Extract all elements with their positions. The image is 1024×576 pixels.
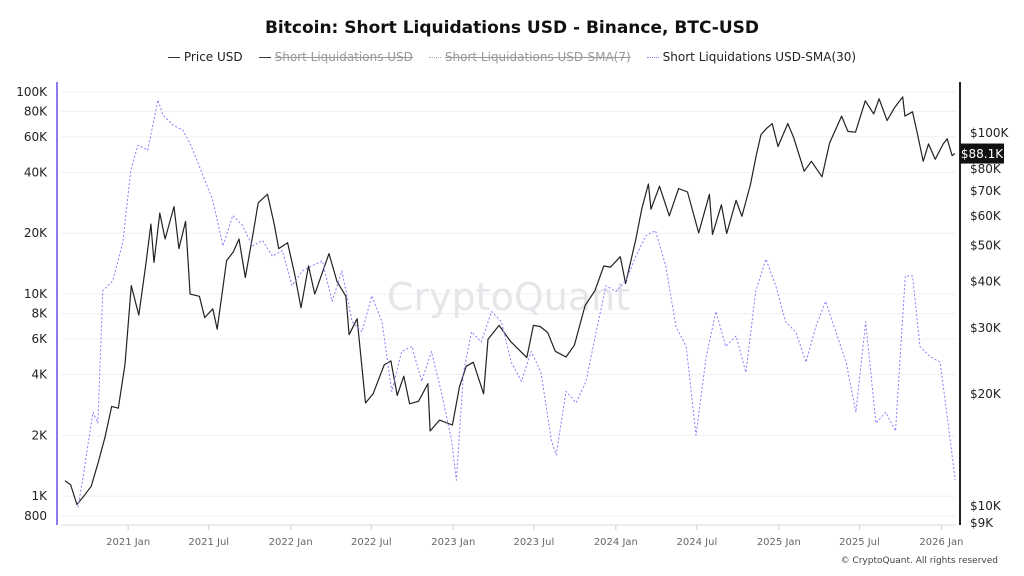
x-tick-label: 2024 Jul xyxy=(677,537,718,548)
x-tick-label: 2025 Jul xyxy=(839,537,880,548)
chart-title: Bitcoin: Short Liquidations USD - Binanc… xyxy=(264,18,760,38)
legend-swatch-icon xyxy=(258,56,271,58)
left-tick-label: 8K xyxy=(31,307,48,321)
legend-label: Price USD xyxy=(183,50,243,64)
legend-swatch-icon xyxy=(167,56,180,58)
x-tick-label: 2024 Jan xyxy=(594,537,638,548)
left-tick-label: 60K xyxy=(24,130,48,144)
last-price-label: $88.1K xyxy=(961,147,1004,161)
legend-label: Short Liquidations USD xyxy=(274,50,413,64)
left-tick-label: 10K xyxy=(24,287,48,301)
right-tick-label: $50K xyxy=(970,238,1002,252)
left-tick-label: 800 xyxy=(24,509,47,523)
right-tick-label: $60K xyxy=(970,209,1002,223)
right-tick-label: $100K xyxy=(970,126,1010,140)
right-tick-label: $9K xyxy=(970,516,994,530)
right-tick-label: $10K xyxy=(970,499,1002,513)
left-tick-label: 40K xyxy=(24,165,48,179)
left-tick-label: 2K xyxy=(31,428,48,442)
x-tick-label: 2023 Jul xyxy=(514,537,555,548)
legend-label: Short Liquidations USD-SMA(7) xyxy=(444,50,631,64)
x-tick-label: 2023 Jan xyxy=(431,537,475,548)
copyright: © CryptoQuant. All rights reserved xyxy=(840,556,998,566)
left-tick-label: 6K xyxy=(31,332,48,346)
left-tick-label: 100K xyxy=(16,85,48,99)
x-tick-label: 2025 Jan xyxy=(757,537,801,548)
legend-item-short-liquidations[interactable]: Short Liquidations USD xyxy=(258,50,413,64)
legend-swatch-icon xyxy=(646,56,659,58)
legend-swatch-icon xyxy=(428,56,441,58)
legend: Price USD Short Liquidations USD Short L… xyxy=(0,50,1024,64)
legend-item-sma7[interactable]: Short Liquidations USD-SMA(7) xyxy=(428,50,631,64)
left-tick-label: 20K xyxy=(24,226,48,240)
x-tick-label: 2026 Jan xyxy=(919,537,963,548)
right-tick-label: $40K xyxy=(970,274,1002,288)
x-tick-label: 2022 Jan xyxy=(269,537,313,548)
x-tick-label: 2021 Jul xyxy=(188,537,229,548)
right-tick-label: $70K xyxy=(970,184,1002,198)
left-tick-label: 4K xyxy=(31,367,48,381)
right-tick-label: $20K xyxy=(970,387,1002,401)
legend-item-price[interactable]: Price USD xyxy=(167,50,243,64)
left-tick-label: 1K xyxy=(31,489,48,503)
watermark: CryptoQuant xyxy=(387,275,630,319)
x-tick-label: 2022 Jul xyxy=(351,537,392,548)
legend-label: Short Liquidations USD-SMA(30) xyxy=(662,50,857,64)
left-tick-label: 80K xyxy=(24,105,48,119)
right-tick-label: $30K xyxy=(970,321,1002,335)
x-tick-label: 2021 Jan xyxy=(106,537,150,548)
price-series-line xyxy=(64,96,956,506)
last-price-badge xyxy=(960,143,1004,164)
right-tick-label: $80K xyxy=(970,162,1002,176)
legend-item-sma30[interactable]: Short Liquidations USD-SMA(30) xyxy=(646,50,857,64)
